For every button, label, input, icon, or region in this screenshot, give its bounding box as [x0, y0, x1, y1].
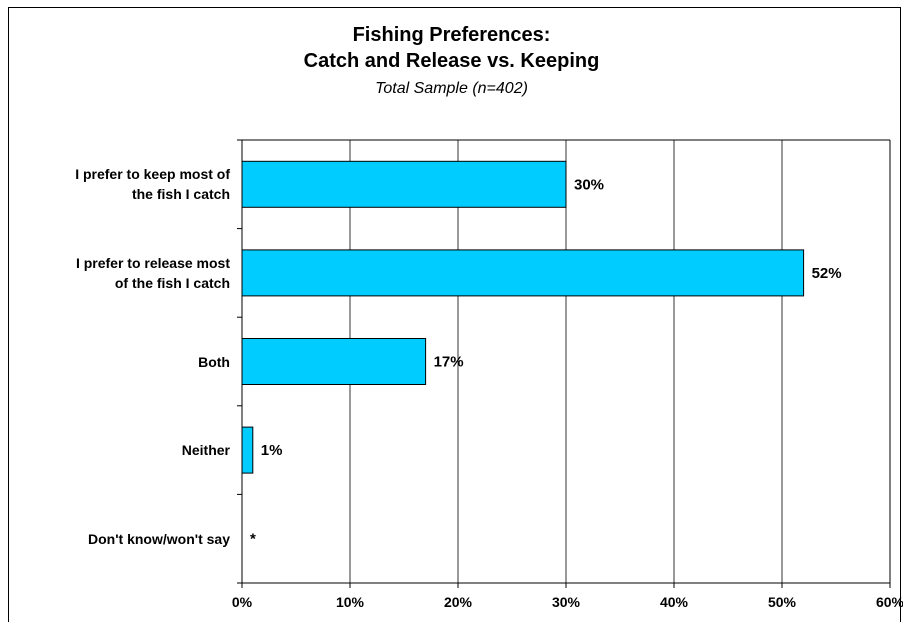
- x-tick-label: 10%: [336, 594, 365, 610]
- bar: [241, 338, 427, 385]
- chart-title-line-2: Catch and Release vs. Keeping: [303, 50, 600, 72]
- bar: [241, 160, 567, 208]
- x-tick-label: 0%: [232, 594, 253, 610]
- chart-subtitle: Total Sample (n=402): [375, 80, 528, 97]
- category-label-line: the fish I catch: [131, 186, 230, 203]
- x-tick-label: 20%: [444, 594, 473, 610]
- x-tick-label: 30%: [552, 594, 581, 610]
- bar: [241, 249, 805, 297]
- chart-frame: [8, 7, 901, 622]
- category-label: Both: [20, 352, 230, 372]
- bar: [241, 426, 254, 474]
- category-label-line: I prefer to keep most of: [75, 166, 230, 183]
- category-label: Neither: [20, 440, 230, 460]
- data-label: 17%: [434, 354, 464, 371]
- category-label-line: I prefer to release most: [75, 254, 230, 271]
- category-label: I prefer to keep most of the fish I catch: [20, 164, 230, 204]
- data-label: *: [250, 531, 256, 548]
- category-label-line: Don't know/won't say: [88, 530, 230, 547]
- x-tick-label: 60%: [876, 594, 903, 610]
- category-label-line: of the fish I catch: [114, 274, 230, 291]
- data-label: 52%: [812, 265, 842, 282]
- category-label: I prefer to release most of the fish I ca…: [20, 253, 230, 293]
- category-label-line: Neither: [181, 442, 230, 459]
- category-label: Don't know/won't say: [20, 529, 230, 549]
- chart-title: Fishing Preferences:: [352, 24, 551, 46]
- data-label: 1%: [261, 442, 283, 459]
- x-tick-label: 40%: [660, 594, 689, 610]
- x-tick-label: 50%: [768, 594, 797, 610]
- category-label-line: Both: [198, 353, 230, 370]
- data-label: 30%: [574, 176, 604, 193]
